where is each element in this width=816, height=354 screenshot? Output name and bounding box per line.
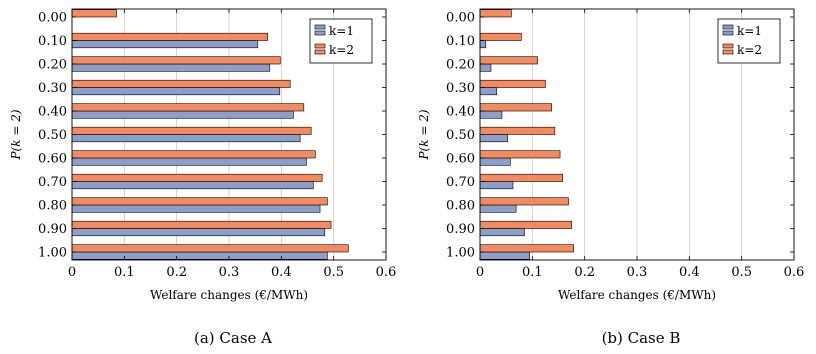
- x-tick-label: 0.5: [323, 265, 344, 280]
- legend-label-k1: k=1: [737, 24, 762, 38]
- bar-k2-0.20: [479, 56, 538, 65]
- bar-k2-1.00: [479, 244, 574, 253]
- x-tick-label: 0: [68, 265, 76, 280]
- bar-k2-0.90: [71, 220, 332, 229]
- x-tick-label: 0.1: [522, 265, 543, 280]
- bar-k2-0.30: [71, 79, 291, 88]
- bar-k1-0.30: [71, 87, 281, 96]
- bar-k1-0.50: [479, 134, 509, 143]
- y-tick-label: 0.50: [38, 128, 67, 143]
- bar-k1-0.70: [71, 181, 314, 190]
- bar-k1-0.90: [479, 228, 525, 237]
- legend-swatch-k1: [314, 30, 326, 36]
- y-tick-label: 0.20: [38, 58, 67, 73]
- y-tick-label: 0.30: [38, 81, 67, 96]
- bar-k1-0.60: [479, 157, 511, 166]
- bar-k2-0.40: [479, 103, 552, 112]
- x-tick-label: 0.3: [219, 265, 240, 280]
- x-tick-label: 0.5: [731, 265, 752, 280]
- y-tick-label: 0.10: [38, 34, 67, 49]
- bar-k1-0.10: [71, 40, 259, 49]
- bar-k2-0.20: [71, 56, 281, 65]
- bar-k1-1.00: [479, 251, 531, 260]
- bar-k2-0.90: [479, 220, 572, 229]
- y-tick-label: 0.50: [446, 128, 475, 143]
- bar-k2-0.00: [479, 9, 512, 18]
- bar-k1-0.10: [479, 40, 487, 49]
- x-tick-label: 0.2: [574, 265, 595, 280]
- legend-swatch-k1: [314, 24, 326, 30]
- legend-swatch-k2: [314, 49, 326, 55]
- legend-label-k2: k=2: [329, 43, 354, 57]
- bar-k1-0.40: [479, 110, 503, 119]
- legend-swatch-k2: [722, 43, 734, 49]
- bar-k2-0.70: [71, 173, 323, 182]
- bar-k2-0.50: [71, 126, 312, 135]
- bar-k1-0.90: [71, 228, 326, 237]
- y-tick-label: 0.10: [446, 34, 475, 49]
- x-tick-label: 0.2: [166, 265, 187, 280]
- legend-label-k1: k=1: [329, 24, 354, 38]
- y-tick-label: 0.90: [38, 222, 67, 237]
- x-tick-label: 0.6: [376, 265, 397, 280]
- chart-caption: (b) Case B: [602, 329, 681, 347]
- bar-k2-1.00: [71, 244, 349, 253]
- legend-swatch-k2: [314, 43, 326, 49]
- x-tick-label: 0.3: [627, 265, 648, 280]
- y-axis-title: P(k = 2): [417, 109, 431, 160]
- y-tick-label: 0.70: [38, 175, 67, 190]
- bar-k2-0.50: [479, 126, 556, 135]
- legend-swatch-k1: [722, 30, 734, 36]
- bar-k1-1.00: [71, 251, 328, 260]
- legend-swatch-k2: [722, 49, 734, 55]
- y-tick-label: 0.30: [446, 81, 475, 96]
- bar-k2-0.10: [479, 32, 522, 41]
- chart-caption: (a) Case A: [194, 329, 272, 347]
- bar-k2-0.80: [479, 197, 569, 206]
- x-tick-label: 0.6: [784, 265, 805, 280]
- legend-swatch-k1: [722, 24, 734, 30]
- x-tick-label: 0.1: [114, 265, 135, 280]
- y-tick-label: 0.80: [38, 199, 67, 214]
- bar-k2-0.00: [71, 9, 117, 18]
- x-axis-title: Welfare changes (€/MWh): [558, 288, 716, 302]
- x-tick-label: 0.4: [271, 265, 292, 280]
- bar-k2-0.60: [479, 150, 561, 159]
- y-tick-label: 0.00: [446, 11, 475, 26]
- bar-k1-0.50: [71, 134, 301, 143]
- y-tick-label: 0.20: [446, 58, 475, 73]
- bar-k1-0.30: [479, 87, 498, 96]
- y-tick-label: 0.80: [446, 199, 475, 214]
- x-tick-label: 0: [476, 265, 484, 280]
- bar-k1-0.80: [479, 204, 517, 213]
- y-tick-label: 0.40: [38, 105, 67, 120]
- bar-k1-0.20: [71, 63, 271, 72]
- bar-k1-0.60: [71, 157, 307, 166]
- x-tick-label: 0.4: [679, 265, 700, 280]
- y-tick-label: 0.60: [38, 152, 67, 167]
- y-axis-title: P(k = 2): [9, 109, 23, 160]
- chart-case-a: 0.000.100.200.300.400.500.600.700.800.90…: [9, 8, 397, 347]
- bar-k1-0.20: [479, 63, 492, 72]
- bar-k1-0.40: [71, 110, 294, 119]
- y-tick-label: 0.00: [38, 11, 67, 26]
- y-tick-label: 0.90: [446, 222, 475, 237]
- bar-k2-0.30: [479, 79, 546, 88]
- chart-case-b: 0.000.100.200.300.400.500.600.700.800.90…: [417, 8, 805, 347]
- bar-k1-0.80: [71, 204, 321, 213]
- y-tick-label: 1.00: [446, 246, 475, 261]
- legend-label-k2: k=2: [737, 43, 762, 57]
- bar-k2-0.10: [71, 32, 269, 41]
- bar-k2-0.80: [71, 197, 328, 206]
- x-axis-title: Welfare changes (€/MWh): [150, 288, 308, 302]
- bar-k2-0.40: [71, 103, 305, 112]
- bar-k1-0.70: [479, 181, 514, 190]
- bar-k2-0.70: [479, 173, 563, 182]
- bar-k2-0.60: [71, 150, 316, 159]
- y-tick-label: 0.70: [446, 175, 475, 190]
- y-tick-label: 1.00: [38, 246, 67, 261]
- y-tick-label: 0.40: [446, 105, 475, 120]
- y-tick-label: 0.60: [446, 152, 475, 167]
